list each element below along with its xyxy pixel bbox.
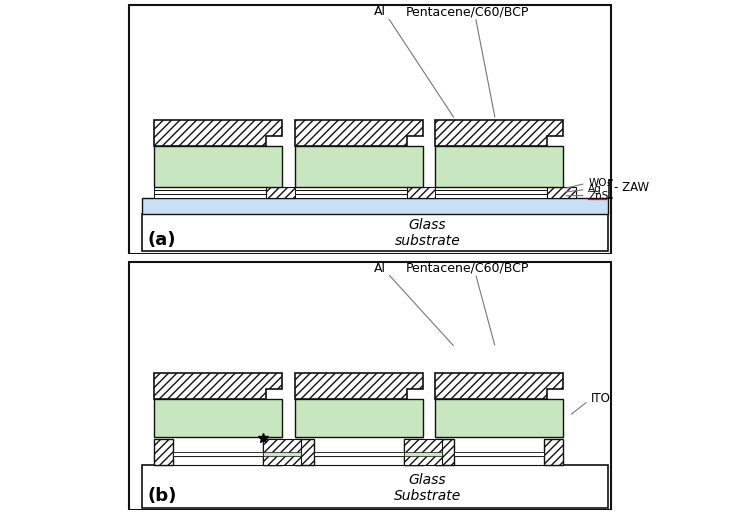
Bar [435, 399, 563, 437]
Polygon shape [294, 373, 423, 399]
Bar [294, 399, 423, 437]
Bar [404, 439, 423, 465]
Text: Glass
Substrate: Glass Substrate [394, 472, 461, 503]
Bar [263, 452, 301, 456]
Bar [547, 187, 576, 198]
Bar [435, 146, 563, 187]
Text: ZnS: ZnS [588, 190, 609, 201]
Bar [544, 439, 563, 465]
Bar [435, 456, 563, 465]
Text: Pentacene/C60/BCP: Pentacene/C60/BCP [406, 5, 529, 18]
Bar [142, 198, 609, 213]
Bar [294, 190, 423, 194]
Text: L2: L2 [213, 421, 226, 431]
Bar [435, 187, 563, 190]
Bar [263, 439, 282, 465]
Text: - ZAW: - ZAW [615, 181, 649, 194]
Bar [142, 213, 609, 251]
Text: Pentacene/C60/BCP: Pentacene/C60/BCP [406, 262, 529, 275]
Bar [404, 452, 442, 456]
Bar [266, 187, 296, 198]
Bar [154, 439, 173, 465]
Bar [154, 146, 282, 187]
Bar [435, 190, 563, 194]
Polygon shape [154, 120, 282, 146]
Bar [294, 194, 423, 198]
Bar [263, 439, 301, 465]
Text: Ag: Ag [588, 185, 602, 194]
Text: Al: Al [374, 5, 386, 18]
Bar [455, 452, 544, 456]
Bar [294, 146, 423, 187]
Bar [294, 187, 423, 190]
Text: Al: Al [374, 262, 386, 275]
Text: (a): (a) [148, 231, 176, 249]
Bar [154, 187, 282, 190]
Text: (b): (b) [148, 487, 177, 505]
Bar [154, 399, 282, 437]
Bar [294, 439, 314, 465]
Polygon shape [294, 120, 423, 146]
Polygon shape [154, 373, 282, 399]
Text: ITO: ITO [590, 392, 611, 405]
Bar [404, 439, 442, 465]
Bar [173, 452, 263, 456]
Bar [154, 194, 282, 198]
Bar [435, 194, 563, 198]
Bar [407, 187, 436, 198]
Bar [154, 190, 282, 194]
Polygon shape [435, 373, 563, 399]
Text: L1: L1 [179, 413, 193, 423]
Bar [154, 456, 282, 465]
Text: WO₃: WO₃ [588, 179, 611, 188]
Bar [142, 465, 609, 508]
Polygon shape [435, 120, 563, 146]
Bar [294, 456, 423, 465]
Bar [314, 452, 404, 456]
Text: Glass
substrate: Glass substrate [395, 218, 461, 248]
Bar [435, 439, 455, 465]
